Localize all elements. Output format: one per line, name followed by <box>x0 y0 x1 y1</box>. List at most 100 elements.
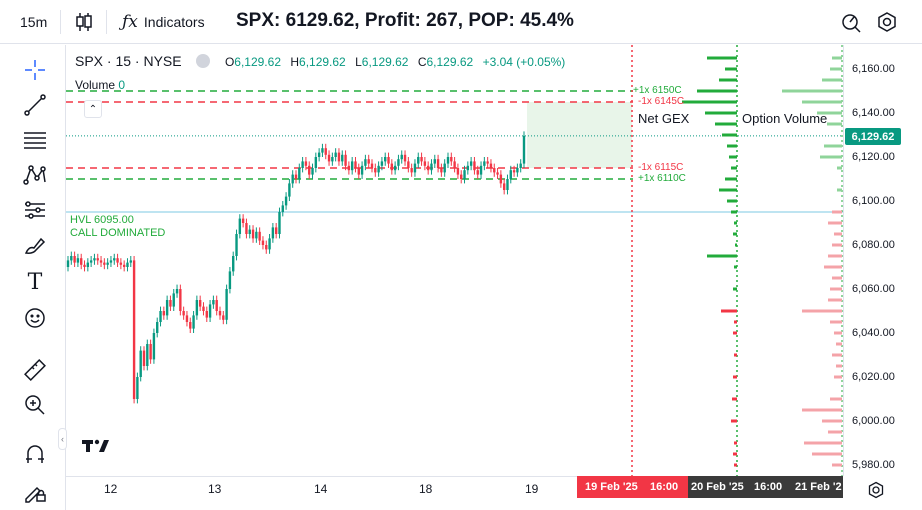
candle-body <box>423 161 427 166</box>
candle-body <box>149 344 152 360</box>
volume-legend: Volume 0 <box>75 78 125 92</box>
low-label: L <box>355 55 362 69</box>
crosshair-tool[interactable] <box>20 55 50 85</box>
trendline-tool[interactable] <box>20 90 50 120</box>
candle-body <box>466 165 470 171</box>
emoji-tool[interactable] <box>20 303 50 333</box>
candle-body <box>496 172 499 175</box>
candle-body <box>509 170 512 179</box>
candle-body <box>66 260 70 267</box>
interval-label: 15m <box>20 14 48 30</box>
candle-body <box>73 256 76 263</box>
lock-drawings-tool[interactable] <box>20 477 50 507</box>
text-tool[interactable]: T <box>20 267 50 297</box>
candle-body <box>400 154 403 160</box>
candle-body <box>483 161 486 166</box>
candle-body <box>344 154 347 166</box>
ruler-tool[interactable] <box>20 355 50 385</box>
settings-button[interactable] <box>876 0 898 44</box>
candle-body <box>360 165 364 175</box>
axis-settings-button[interactable] <box>867 481 885 504</box>
candle-body <box>301 161 304 168</box>
option-volume-bar <box>836 364 842 368</box>
prediction-tool[interactable] <box>20 195 50 225</box>
forecast-icon <box>25 201 45 219</box>
option-volume-bar <box>824 144 842 148</box>
change-value: +3.04 (+0.05%) <box>482 55 566 69</box>
candle-body <box>367 159 370 164</box>
pencil-lock-icon <box>25 486 46 503</box>
indicators-button[interactable]: ƒx Indicators <box>122 0 205 44</box>
open-label: O <box>224 55 235 69</box>
price-tick: 6,120.00 <box>852 151 895 163</box>
candle-body <box>165 300 169 316</box>
date-tick: 19 <box>525 482 539 496</box>
gauge-search-icon <box>842 14 861 33</box>
net-gex-bar <box>682 100 737 104</box>
horizontal-lines-tool[interactable] <box>20 125 50 155</box>
price-tick: 5,980.00 <box>852 459 895 471</box>
price-axis[interactable] <box>843 45 910 476</box>
candle-body <box>241 218 245 223</box>
candle-body <box>198 300 202 307</box>
low-value: 6,129.62 <box>361 55 409 69</box>
volume-value: 0 <box>118 78 126 92</box>
candle-body <box>502 183 506 190</box>
net-gex-bar <box>729 155 737 159</box>
candle-body <box>407 161 410 168</box>
candle-body <box>109 260 113 263</box>
option-volume-bar <box>837 166 842 170</box>
candle-body <box>516 168 519 173</box>
option-volume-bar <box>836 342 842 346</box>
magnet-tool[interactable] <box>20 440 50 470</box>
candle-body <box>397 159 400 166</box>
option-volume-bar <box>817 111 842 115</box>
symbol-label[interactable]: SPX · 15 · NYSE <box>75 53 182 69</box>
date-tick: 18 <box>419 482 433 496</box>
zoom-tool[interactable] <box>20 390 50 420</box>
time-axis[interactable] <box>66 476 843 510</box>
candle-body <box>146 344 149 366</box>
candle-body <box>76 258 80 263</box>
candle-body <box>162 311 166 316</box>
candle-body <box>245 223 248 234</box>
net-gex-bar <box>715 122 737 126</box>
candle-body <box>374 168 377 173</box>
candle-body <box>393 165 397 171</box>
collapse-toolbar-handle[interactable]: ‹ <box>58 428 67 450</box>
option-volume-bar <box>828 254 842 258</box>
current-price-tag: 6,129.62 <box>845 128 901 145</box>
net-gex-bar <box>705 111 737 115</box>
candle-body <box>426 165 430 171</box>
net-gex-bar <box>733 331 737 335</box>
candle-body <box>139 350 142 377</box>
brush-tool[interactable] <box>20 230 50 260</box>
pattern-tool[interactable] <box>20 160 50 190</box>
price-tick: 6,060.00 <box>852 283 895 295</box>
candle-body <box>258 231 261 241</box>
zoom-in-icon <box>25 395 45 415</box>
option-volume-bar <box>830 397 842 401</box>
net-gex-bar <box>733 452 737 456</box>
divider <box>106 10 107 34</box>
candle-body <box>80 258 83 265</box>
candle-body <box>519 163 522 168</box>
candle-body <box>304 161 308 166</box>
quick-search-button[interactable] <box>840 0 862 44</box>
price-tick: 6,100.00 <box>852 195 895 207</box>
candle-body <box>268 238 271 250</box>
close-label: C <box>417 55 427 69</box>
option-volume-bar <box>832 463 842 467</box>
tradingview-logo[interactable] <box>82 436 110 461</box>
candles-icon <box>76 13 92 31</box>
option-volume-bar <box>827 122 842 126</box>
candle-body <box>350 161 354 171</box>
option-volume-bar <box>802 100 842 104</box>
candle-body <box>506 179 509 190</box>
net-gex-bar <box>725 177 737 181</box>
option-volume-bar <box>834 232 842 236</box>
collapse-legend-button[interactable]: ⌃ <box>84 100 102 118</box>
interval-button[interactable]: 15m <box>20 0 47 44</box>
candles-type-button[interactable] <box>74 0 94 44</box>
